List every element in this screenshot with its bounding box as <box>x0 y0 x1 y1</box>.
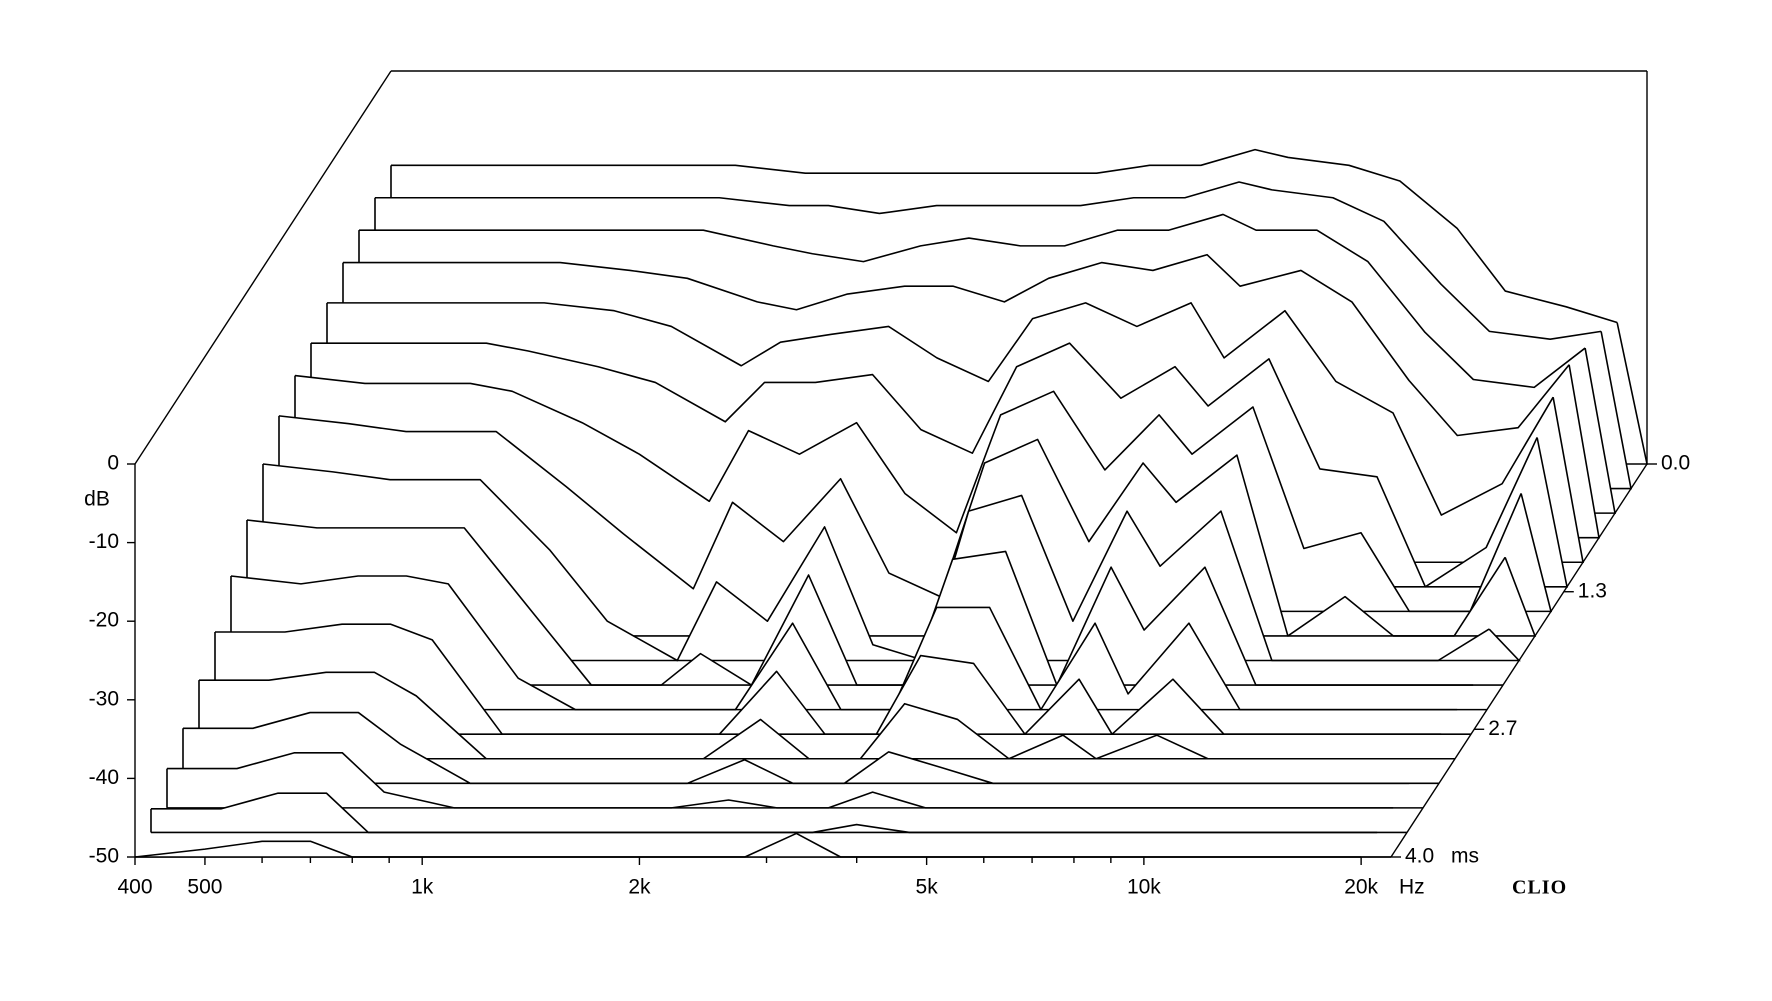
x-tick-label: 400 <box>117 876 152 899</box>
x-tick-label: 5k <box>916 876 939 899</box>
slice-line <box>151 792 1378 834</box>
x-unit-label: Hz <box>1399 876 1425 899</box>
slice-line <box>167 752 1394 809</box>
slice-line <box>246 519 1474 686</box>
slice <box>150 792 1407 834</box>
frame-line <box>134 70 392 465</box>
slice-line <box>278 415 1506 637</box>
z-tick-label: 0.0 <box>1661 452 1690 475</box>
z-unit-label: ms <box>1451 845 1479 868</box>
y-tick-label: -20 <box>89 609 119 632</box>
slice-line <box>230 575 1458 711</box>
slice-line <box>343 253 1570 437</box>
slice-line <box>183 711 1410 785</box>
slice-fill <box>151 793 1407 833</box>
z-tick-label: 1.3 <box>1578 579 1607 602</box>
slice <box>134 832 1391 858</box>
slice-line <box>391 148 1618 324</box>
slice-fill <box>215 624 1471 735</box>
x-tick-label: 2k <box>628 876 651 899</box>
slice-fill <box>231 576 1487 710</box>
slice-line <box>327 302 1554 516</box>
y-tick-label: -50 <box>89 845 119 868</box>
x-tick-label: 10k <box>1127 876 1161 899</box>
x-tick-label: 1k <box>411 876 434 899</box>
slice-line <box>294 374 1522 613</box>
y-tick-label: 0 <box>107 452 119 475</box>
slice-line <box>375 181 1602 341</box>
x-tick-label: 500 <box>187 876 222 899</box>
slice-line <box>199 671 1426 760</box>
slice-line <box>311 342 1538 588</box>
y-tick-label: -30 <box>89 687 119 710</box>
slice-line <box>134 832 1362 858</box>
slice-line <box>215 623 1442 735</box>
y-axis-label: dB <box>84 488 110 511</box>
z-tick-label: 4.0 <box>1405 845 1434 868</box>
slice-fill <box>135 833 1391 857</box>
brand: CLIO <box>1512 877 1567 899</box>
slice-line <box>359 213 1586 389</box>
z-tick-label: 2.7 <box>1488 717 1517 740</box>
y-tick-label: -10 <box>89 530 119 553</box>
x-tick-label: 20k <box>1344 876 1378 899</box>
y-tick-label: -40 <box>89 766 119 789</box>
slice-line <box>262 463 1490 662</box>
